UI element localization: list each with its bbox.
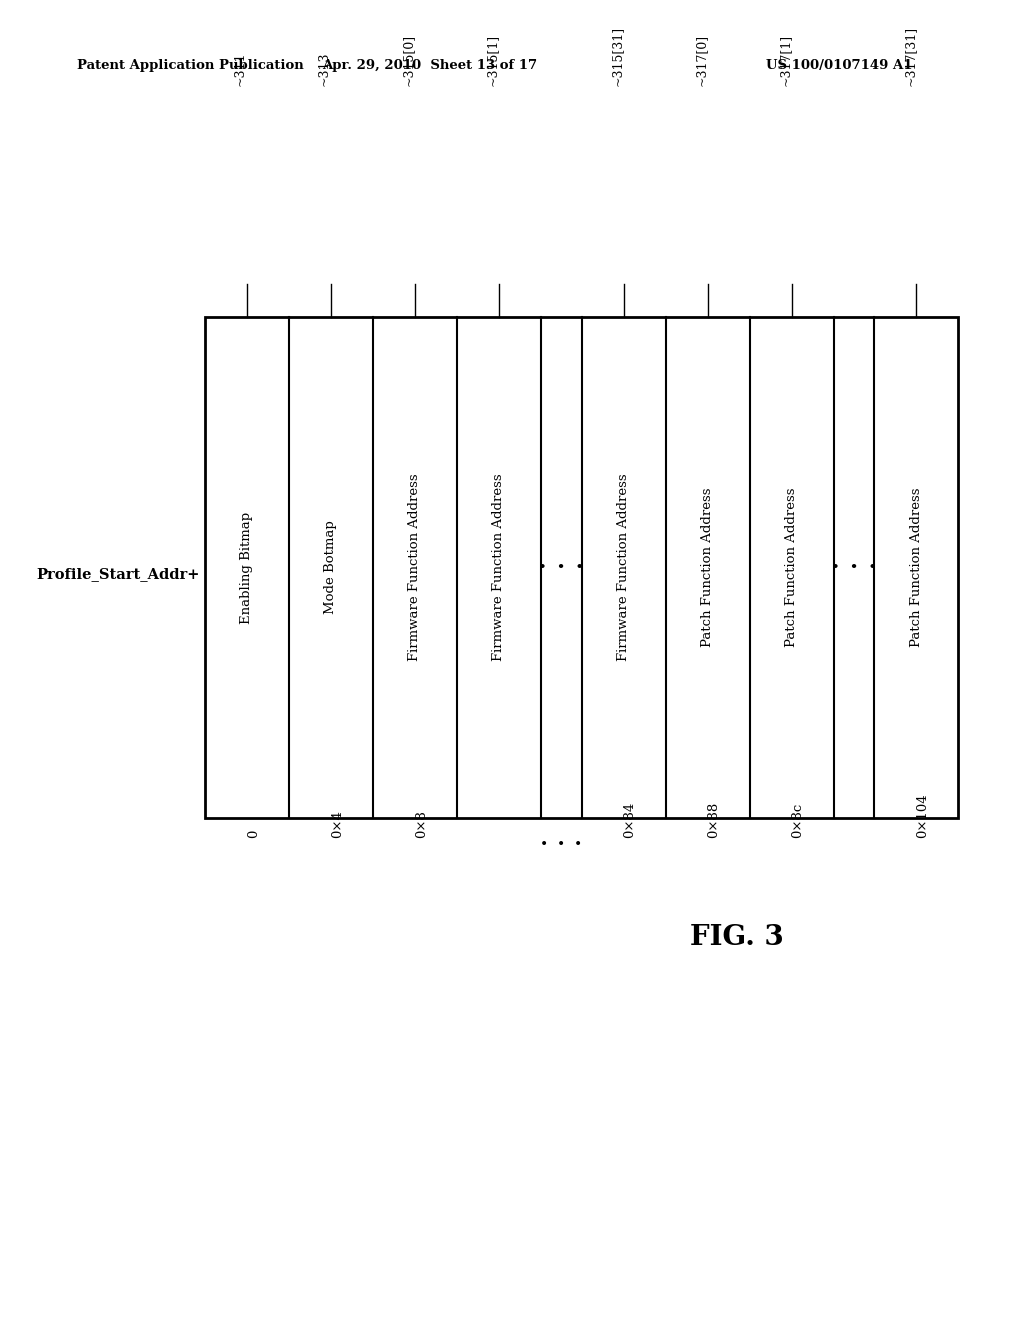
Text: 0×104: 0×104 (916, 793, 930, 838)
Text: •  •  •: • • • (540, 838, 583, 853)
Text: 0×84: 0×84 (624, 803, 637, 838)
Text: Enabling Bitmap: Enabling Bitmap (241, 512, 253, 623)
Text: 0×8c: 0×8c (792, 803, 805, 838)
Text: Patent Application Publication: Patent Application Publication (77, 59, 303, 73)
Text: ~315[1]: ~315[1] (485, 34, 499, 86)
Text: Profile_Start_Addr+: Profile_Start_Addr+ (36, 568, 200, 581)
Text: ~315[0]: ~315[0] (401, 34, 415, 86)
Text: Firmware Function Address: Firmware Function Address (409, 474, 421, 661)
Text: ~317[1]: ~317[1] (778, 34, 792, 86)
Text: 0×4: 0×4 (331, 810, 344, 838)
Text: 0: 0 (247, 830, 260, 838)
Text: Patch Function Address: Patch Function Address (785, 488, 798, 647)
Text: Apr. 29, 2010  Sheet 13 of 17: Apr. 29, 2010 Sheet 13 of 17 (323, 59, 538, 73)
Text: Firmware Function Address: Firmware Function Address (493, 474, 505, 661)
Text: Mode Botmap: Mode Botmap (325, 520, 337, 615)
Text: Patch Function Address: Patch Function Address (701, 488, 714, 647)
Bar (205, 317, 958, 818)
Text: Patch Function Address: Patch Function Address (910, 488, 923, 647)
Text: US 100/0107149 A1: US 100/0107149 A1 (766, 59, 913, 73)
Text: ~317[31]: ~317[31] (903, 25, 916, 86)
Text: ~317[0]: ~317[0] (694, 34, 708, 86)
Text: ~311: ~311 (233, 51, 247, 86)
Text: 0×8: 0×8 (415, 810, 428, 838)
Text: FIG. 3: FIG. 3 (690, 924, 784, 950)
Text: Firmware Function Address: Firmware Function Address (617, 474, 630, 661)
Text: 0×88: 0×88 (708, 803, 721, 838)
Text: •  •  •: • • • (538, 561, 585, 574)
Text: •  •  •: • • • (830, 561, 878, 574)
Text: ~315[31]: ~315[31] (610, 25, 624, 86)
Text: ~313: ~313 (317, 51, 331, 86)
